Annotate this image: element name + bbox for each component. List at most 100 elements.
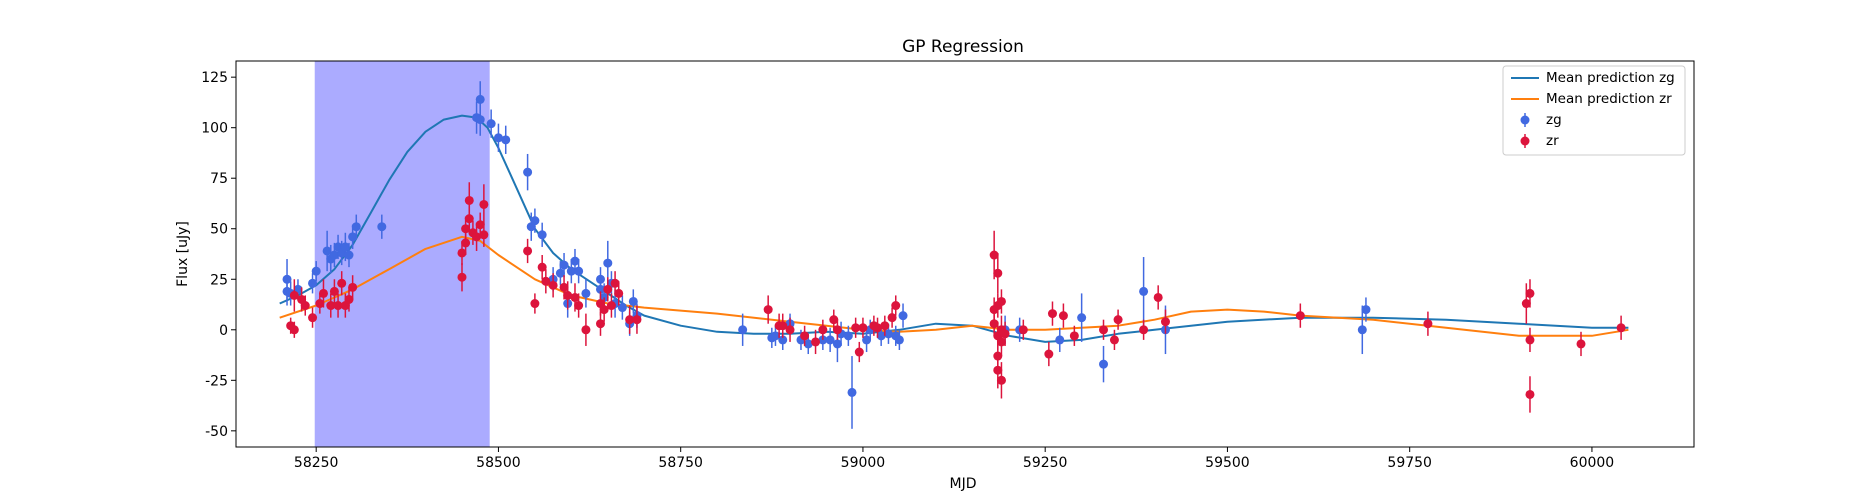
marker-zr (1295, 311, 1305, 321)
legend-label-zr: zr (1546, 133, 1559, 149)
data-point-zr (1525, 376, 1535, 413)
marker-zg (377, 222, 387, 232)
data-point-zr (858, 317, 868, 338)
data-point-zg (894, 329, 904, 350)
data-point-zr (1069, 325, 1079, 346)
marker-zg (348, 232, 358, 242)
marker-zg (344, 250, 354, 260)
data-point-zg (1077, 293, 1087, 342)
marker-zg (581, 288, 591, 298)
data-point-zg (738, 313, 748, 346)
marker-zr (614, 288, 624, 298)
x-tick-label: 58500 (476, 455, 521, 471)
chart-title: GP Regression (902, 37, 1024, 57)
data-point-zr (479, 222, 489, 247)
data-point-zr (606, 293, 616, 318)
data-point-zr (1047, 301, 1057, 326)
data-point-zr (1525, 327, 1535, 353)
marker-zr (1044, 349, 1054, 359)
data-point-zr (996, 362, 1006, 399)
marker-zr (530, 299, 540, 309)
y-tick-label: 50 (210, 222, 228, 238)
marker-zr (574, 301, 584, 311)
marker-zr (596, 319, 605, 329)
data-point-zr (581, 313, 591, 346)
marker-zg (570, 256, 580, 266)
data-point-zr (326, 293, 336, 318)
y-tick-label: 125 (201, 70, 228, 86)
marker-zr (475, 220, 485, 230)
y-tick-label: 0 (219, 323, 228, 339)
marker-zr (1525, 389, 1535, 399)
data-point-zr (887, 307, 897, 328)
data-point-zg (523, 153, 533, 191)
marker-zr (1000, 329, 1010, 339)
marker-zr (289, 325, 299, 335)
marker-zr (464, 195, 474, 205)
marker-zr (996, 296, 1006, 306)
data-point-zr (541, 269, 551, 294)
data-point-zg (843, 325, 853, 346)
data-point-zr (537, 255, 547, 280)
marker-zr (1525, 335, 1535, 345)
data-point-zg (377, 214, 387, 239)
legend-label-zg: zg (1546, 112, 1562, 128)
data-point-zg (322, 230, 332, 272)
data-point-zg (1357, 305, 1367, 355)
data-point-zg (486, 109, 496, 138)
data-point-zg (1139, 257, 1149, 326)
data-point-zr (329, 279, 339, 304)
data-point-zr (996, 289, 1006, 314)
marker-zr (1113, 315, 1123, 325)
marker-zr (603, 284, 613, 294)
marker-zg (322, 246, 332, 256)
data-point-zr (854, 341, 864, 363)
marker-zr (625, 315, 635, 325)
data-point-zr (464, 182, 474, 219)
legend-marker-zr (1520, 136, 1530, 146)
data-point-zr (891, 295, 901, 316)
plot-frame (235, 60, 1695, 448)
data-point-zg (530, 208, 540, 233)
data-point-zr (548, 273, 558, 298)
data-point-zr (989, 311, 999, 336)
marker-zr (326, 301, 336, 311)
legend-label-zg-line: Mean prediction zg (1546, 70, 1675, 86)
marker-zg (351, 222, 361, 232)
data-point-zg (351, 214, 361, 239)
marker-zg (537, 230, 547, 240)
data-point-zr (563, 281, 573, 310)
marker-zr (851, 323, 861, 333)
marker-zr (1109, 335, 1119, 345)
marker-zr (800, 331, 810, 341)
data-point-zg (1099, 345, 1109, 383)
marker-zr (581, 325, 591, 335)
data-point-zg (308, 273, 318, 294)
data-point-zr (1018, 319, 1028, 340)
marker-zr (1018, 325, 1028, 335)
marker-zr (472, 232, 482, 242)
marker-zr (344, 294, 354, 304)
marker-zr (873, 323, 883, 333)
marker-zr (333, 301, 343, 311)
data-point-zg (574, 259, 584, 284)
marker-zg (1077, 313, 1087, 323)
marker-zg (617, 303, 627, 313)
data-point-zg (617, 295, 627, 320)
data-point-zg (1361, 297, 1371, 322)
marker-zr (1576, 339, 1586, 349)
marker-zr (1069, 331, 1079, 341)
marker-zr (289, 290, 299, 300)
data-point-zr (763, 295, 773, 324)
marker-zr (606, 301, 616, 311)
marker-zr (778, 321, 788, 331)
data-point-zg (537, 222, 547, 247)
plot-region (279, 61, 1629, 447)
marker-zr (1153, 292, 1163, 302)
marker-zg (832, 339, 842, 349)
marker-zr (785, 325, 795, 335)
data-point-zr (1109, 329, 1119, 350)
data-point-zr (308, 307, 318, 328)
marker-zg (493, 133, 503, 143)
